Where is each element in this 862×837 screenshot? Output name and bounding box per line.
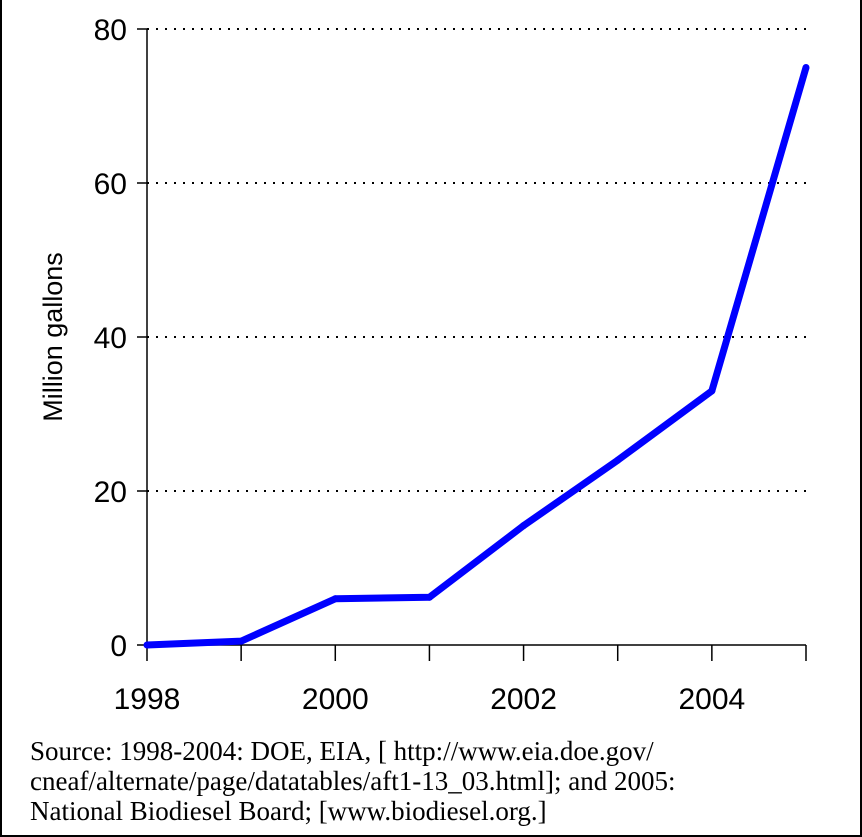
y-tick-label: 60	[94, 168, 127, 201]
data-point	[520, 522, 528, 530]
y-tick-label: 80	[94, 14, 127, 47]
y-tick-label: 0	[110, 630, 127, 663]
source-line-1: Source: 1998-2004: DOE, EIA, [ http://ww…	[30, 736, 654, 766]
x-tick-label: 2002	[490, 683, 557, 716]
line-chart: 0 20 40 60 80 1998 2000 2002 2004 Million gallon…	[38, 14, 810, 716]
ticks	[137, 28, 807, 661]
y-tick-label: 20	[94, 476, 127, 509]
data-point	[425, 593, 433, 601]
axes	[146, 29, 806, 646]
data-point	[708, 387, 716, 395]
source-note: Source: 1998-2004: DOE, EIA, [ http://ww…	[30, 736, 830, 826]
y-tick-label: 40	[94, 322, 127, 355]
source-line-3: National Biodiesel Board; [www.biodiesel…	[30, 796, 547, 826]
gridlines	[147, 28, 806, 492]
series-layer	[143, 64, 810, 649]
series-line	[146, 66, 810, 649]
data-point	[237, 637, 245, 645]
data-point	[143, 641, 151, 649]
source-line-2: cneaf/alternate/page/datatables/aft1-13_…	[30, 766, 676, 796]
x-tick-label: 2004	[678, 683, 745, 716]
y-axis-label: Million gallons	[38, 252, 68, 422]
data-point	[614, 456, 622, 464]
x-tick-label: 2000	[302, 683, 369, 716]
tick-labels: 0 20 40 60 80 1998 2000 2002 2004	[94, 14, 746, 716]
data-point	[802, 64, 810, 71]
x-tick-label: 1998	[114, 683, 181, 716]
data-point	[331, 595, 339, 603]
